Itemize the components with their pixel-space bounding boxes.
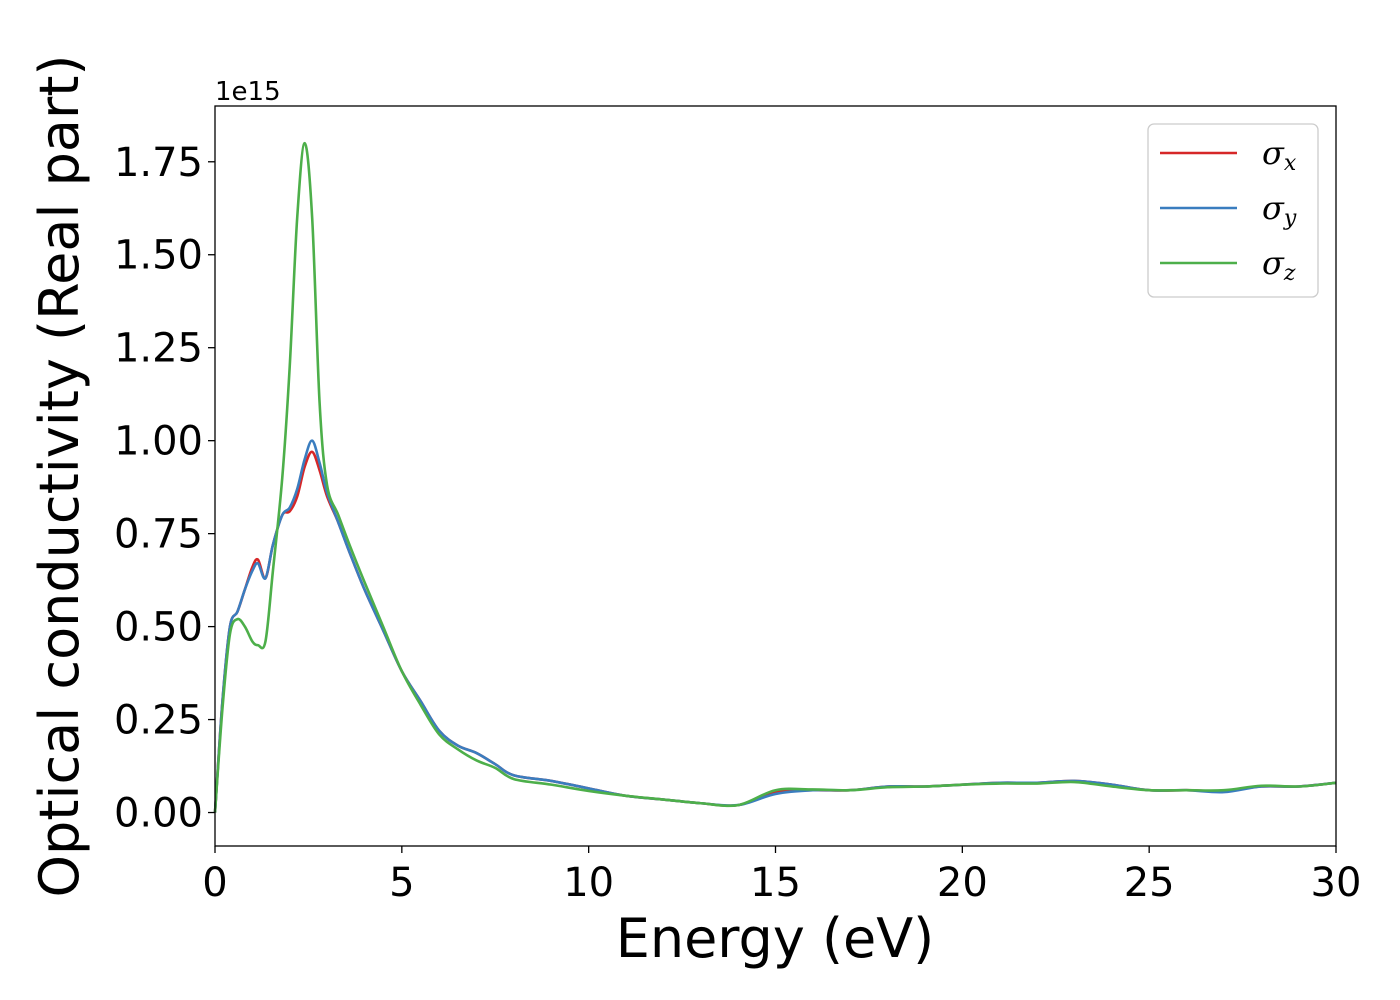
series-layer [213,141,1337,813]
y-axis-ticks: 0.00 0.25 0.50 0.75 1.00 1.25 1.50 1.75 [114,140,215,837]
y-tick-label: 0.75 [114,512,203,558]
series-line-z [213,141,1337,813]
x-tick-label: 20 [937,860,988,906]
x-tick-label: 5 [389,860,414,906]
y-tick-label: 0.50 [114,605,203,651]
x-tick-label: 0 [202,860,227,906]
y-tick-label: 1.50 [114,233,203,279]
y-tick-label: 1.00 [114,419,203,465]
x-tick-label: 10 [563,860,614,906]
y-offset-text: 1e15 [215,77,281,107]
legend-box [1147,123,1319,298]
y-tick-label: 0.00 [114,791,203,837]
y-axis-title: Optical conductivity (Real part) [28,55,91,898]
x-axis-title: Energy (eV) [616,907,935,970]
y-tick-label: 1.25 [114,326,203,372]
x-tick-label: 15 [750,860,801,906]
y-tick-label: 0.25 [114,698,203,744]
x-tick-label: 25 [1124,860,1175,906]
y-tick-label: 1.75 [114,140,203,186]
x-axis-ticks: 0 5 10 15 20 25 30 [202,846,1361,906]
x-tick-label: 30 [1311,860,1362,906]
legend-label-y: σy [1262,189,1297,231]
